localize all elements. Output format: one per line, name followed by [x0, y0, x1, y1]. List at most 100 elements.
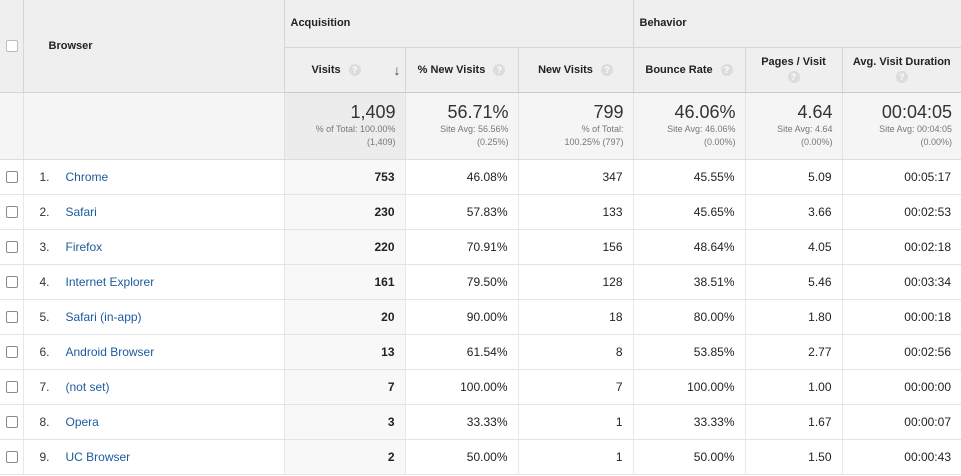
browser-link[interactable]: UC Browser — [65, 449, 131, 464]
bounce-rate-cell: 100.00% — [632, 369, 745, 405]
browser-cell: 5. Safari (in-app) — [22, 299, 284, 335]
pages-per-visit-cell: 5.09 — [744, 159, 842, 195]
table-row[interactable]: 4. Internet Explorer 161 79.50% 128 38.51% 5.4… — [0, 264, 961, 300]
row-checkbox-cell — [0, 334, 23, 370]
row-checkbox[interactable] — [6, 241, 18, 254]
visits-cell: 230 — [283, 194, 405, 230]
table-row[interactable]: 9. UC Browser 2 50.00% 1 50.00% 1.50 00:00:43 — [0, 439, 961, 475]
bounce-rate-cell: 38.51% — [632, 264, 745, 300]
browser-link[interactable]: Internet Explorer — [65, 274, 155, 289]
table-row[interactable]: 3. Firefox 220 70.91% 156 48.64% 4.05 00:02:18 — [0, 229, 961, 265]
new-pct-cell: 79.50% — [404, 264, 518, 300]
row-checkbox[interactable] — [6, 381, 18, 394]
pages-per-visit-column-header[interactable]: Pages / Visit ? — [744, 47, 842, 93]
row-index: 7. — [39, 379, 50, 394]
visits-cell: 13 — [283, 334, 405, 370]
browser-column-header[interactable]: Browser — [22, 0, 284, 93]
row-checkbox[interactable] — [6, 416, 18, 429]
new-pct-cell: 50.00% — [404, 439, 518, 475]
help-icon[interactable]: ? — [493, 63, 506, 76]
bounce-rate-cell: 50.00% — [632, 439, 745, 475]
row-checkbox-cell — [0, 229, 23, 265]
browser-link[interactable]: Android Browser — [65, 344, 155, 359]
help-icon[interactable]: ? — [787, 71, 800, 83]
duration-header-label: Avg. Visit Duration — [852, 56, 951, 68]
total-visits-sub2: (1,409) — [366, 136, 396, 147]
bounce-rate-cell: 53.85% — [632, 334, 745, 370]
new-pct-column-header[interactable]: % New Visits ? — [404, 47, 518, 93]
total-pages-value: 4.64 — [797, 101, 833, 122]
help-icon[interactable]: ? — [895, 71, 908, 83]
help-icon[interactable]: ? — [348, 63, 361, 76]
browser-link[interactable]: Firefox — [65, 239, 103, 254]
row-index: 3. — [39, 239, 50, 254]
total-pages-sub2: (0.00%) — [800, 136, 833, 147]
row-checkbox[interactable] — [6, 451, 18, 464]
row-checkbox[interactable] — [6, 311, 18, 324]
pages-per-visit-cell: 1.50 — [744, 439, 842, 475]
new-visits-column-header[interactable]: New Visits ? — [517, 47, 633, 93]
row-checkbox-cell — [0, 439, 23, 475]
bounce-rate-column-header[interactable]: Bounce Rate ? — [632, 47, 745, 93]
new-pct-cell: 57.83% — [404, 194, 518, 230]
browser-link[interactable]: Opera — [65, 414, 99, 429]
select-all-checkbox[interactable] — [6, 39, 18, 52]
browser-cell: 9. UC Browser — [22, 439, 284, 475]
pages-per-visit-cell: 1.80 — [744, 299, 842, 335]
totals-row: 1,409 % of Total: 100.00% (1,409) 56.71%… — [0, 92, 961, 160]
browser-link[interactable]: Safari (in-app) — [65, 309, 142, 324]
pages-per-visit-cell: 5.46 — [744, 264, 842, 300]
new-pct-cell: 33.33% — [404, 404, 518, 440]
new-pct-cell: 61.54% — [404, 334, 518, 370]
avg-duration-cell: 00:02:18 — [841, 229, 961, 265]
visits-cell: 20 — [283, 299, 405, 335]
browser-link[interactable]: Safari — [65, 204, 97, 219]
total-pages-sub: Site Avg: 4.64 — [777, 123, 833, 134]
browser-link[interactable]: Chrome — [65, 169, 109, 184]
table-row[interactable]: 6. Android Browser 13 61.54% 8 53.85% 2.77 00:0… — [0, 334, 961, 370]
new-pct-cell: 100.00% — [404, 369, 518, 405]
new-visits-cell: 7 — [517, 369, 633, 405]
avg-duration-cell: 00:03:34 — [841, 264, 961, 300]
avg-duration-cell: 00:00:18 — [841, 299, 961, 335]
new-visits-cell: 128 — [517, 264, 633, 300]
row-checkbox[interactable] — [6, 206, 18, 219]
row-index: 6. — [39, 344, 50, 359]
total-new-pct-value: 56.71% — [447, 101, 509, 122]
avg-duration-cell: 00:05:17 — [841, 159, 961, 195]
bounce-rate-cell: 33.33% — [632, 404, 745, 440]
total-new-pct-sub: Site Avg: 56.56% — [440, 123, 509, 134]
browser-cell: 3. Firefox — [22, 229, 284, 265]
total-bounce-sub: Site Avg: 46.06% — [667, 123, 736, 134]
table-row[interactable]: 8. Opera 3 33.33% 1 33.33% 1.67 00:00:07 — [0, 404, 961, 440]
row-checkbox-cell — [0, 369, 23, 405]
behavior-group-header: Behavior — [632, 0, 961, 48]
table-row[interactable]: 5. Safari (in-app) 20 90.00% 18 80.00% 1.80 00:… — [0, 299, 961, 335]
row-checkbox-cell — [0, 159, 23, 195]
help-icon[interactable]: ? — [600, 63, 613, 76]
row-checkbox[interactable] — [6, 276, 18, 289]
avg-duration-column-header[interactable]: Avg. Visit Duration ? — [841, 47, 961, 93]
new-visits-header-label: New Visits — [538, 63, 593, 76]
pages-per-visit-cell: 1.00 — [744, 369, 842, 405]
bounce-rate-cell: 45.65% — [632, 194, 745, 230]
visits-cell: 220 — [283, 229, 405, 265]
row-index: 5. — [39, 309, 50, 324]
new-pct-cell: 70.91% — [404, 229, 518, 265]
table-row[interactable]: 2. Safari 230 57.83% 133 45.65% 3.66 00:02:53 — [0, 194, 961, 230]
browser-cell: 2. Safari — [22, 194, 284, 230]
total-new-pct-sub2: (0.25%) — [476, 136, 509, 147]
browser-link[interactable]: (not set) — [65, 379, 110, 394]
table-row[interactable]: 1. Chrome 753 46.08% 347 45.55% 5.09 00:05:17 — [0, 159, 961, 195]
sort-descending-icon[interactable]: ↓ — [393, 61, 401, 78]
avg-duration-cell: 00:02:56 — [841, 334, 961, 370]
row-checkbox[interactable] — [6, 171, 18, 184]
help-icon[interactable]: ? — [720, 63, 733, 76]
row-checkbox-cell — [0, 264, 23, 300]
visits-cell: 3 — [283, 404, 405, 440]
visits-column-header[interactable]: Visits ? ↓ — [283, 47, 405, 93]
row-checkbox[interactable] — [6, 346, 18, 359]
pages-per-visit-cell: 2.77 — [744, 334, 842, 370]
table-row[interactable]: 7. (not set) 7 100.00% 7 100.00% 1.00 00:00:00 — [0, 369, 961, 405]
avg-duration-cell: 00:02:53 — [841, 194, 961, 230]
